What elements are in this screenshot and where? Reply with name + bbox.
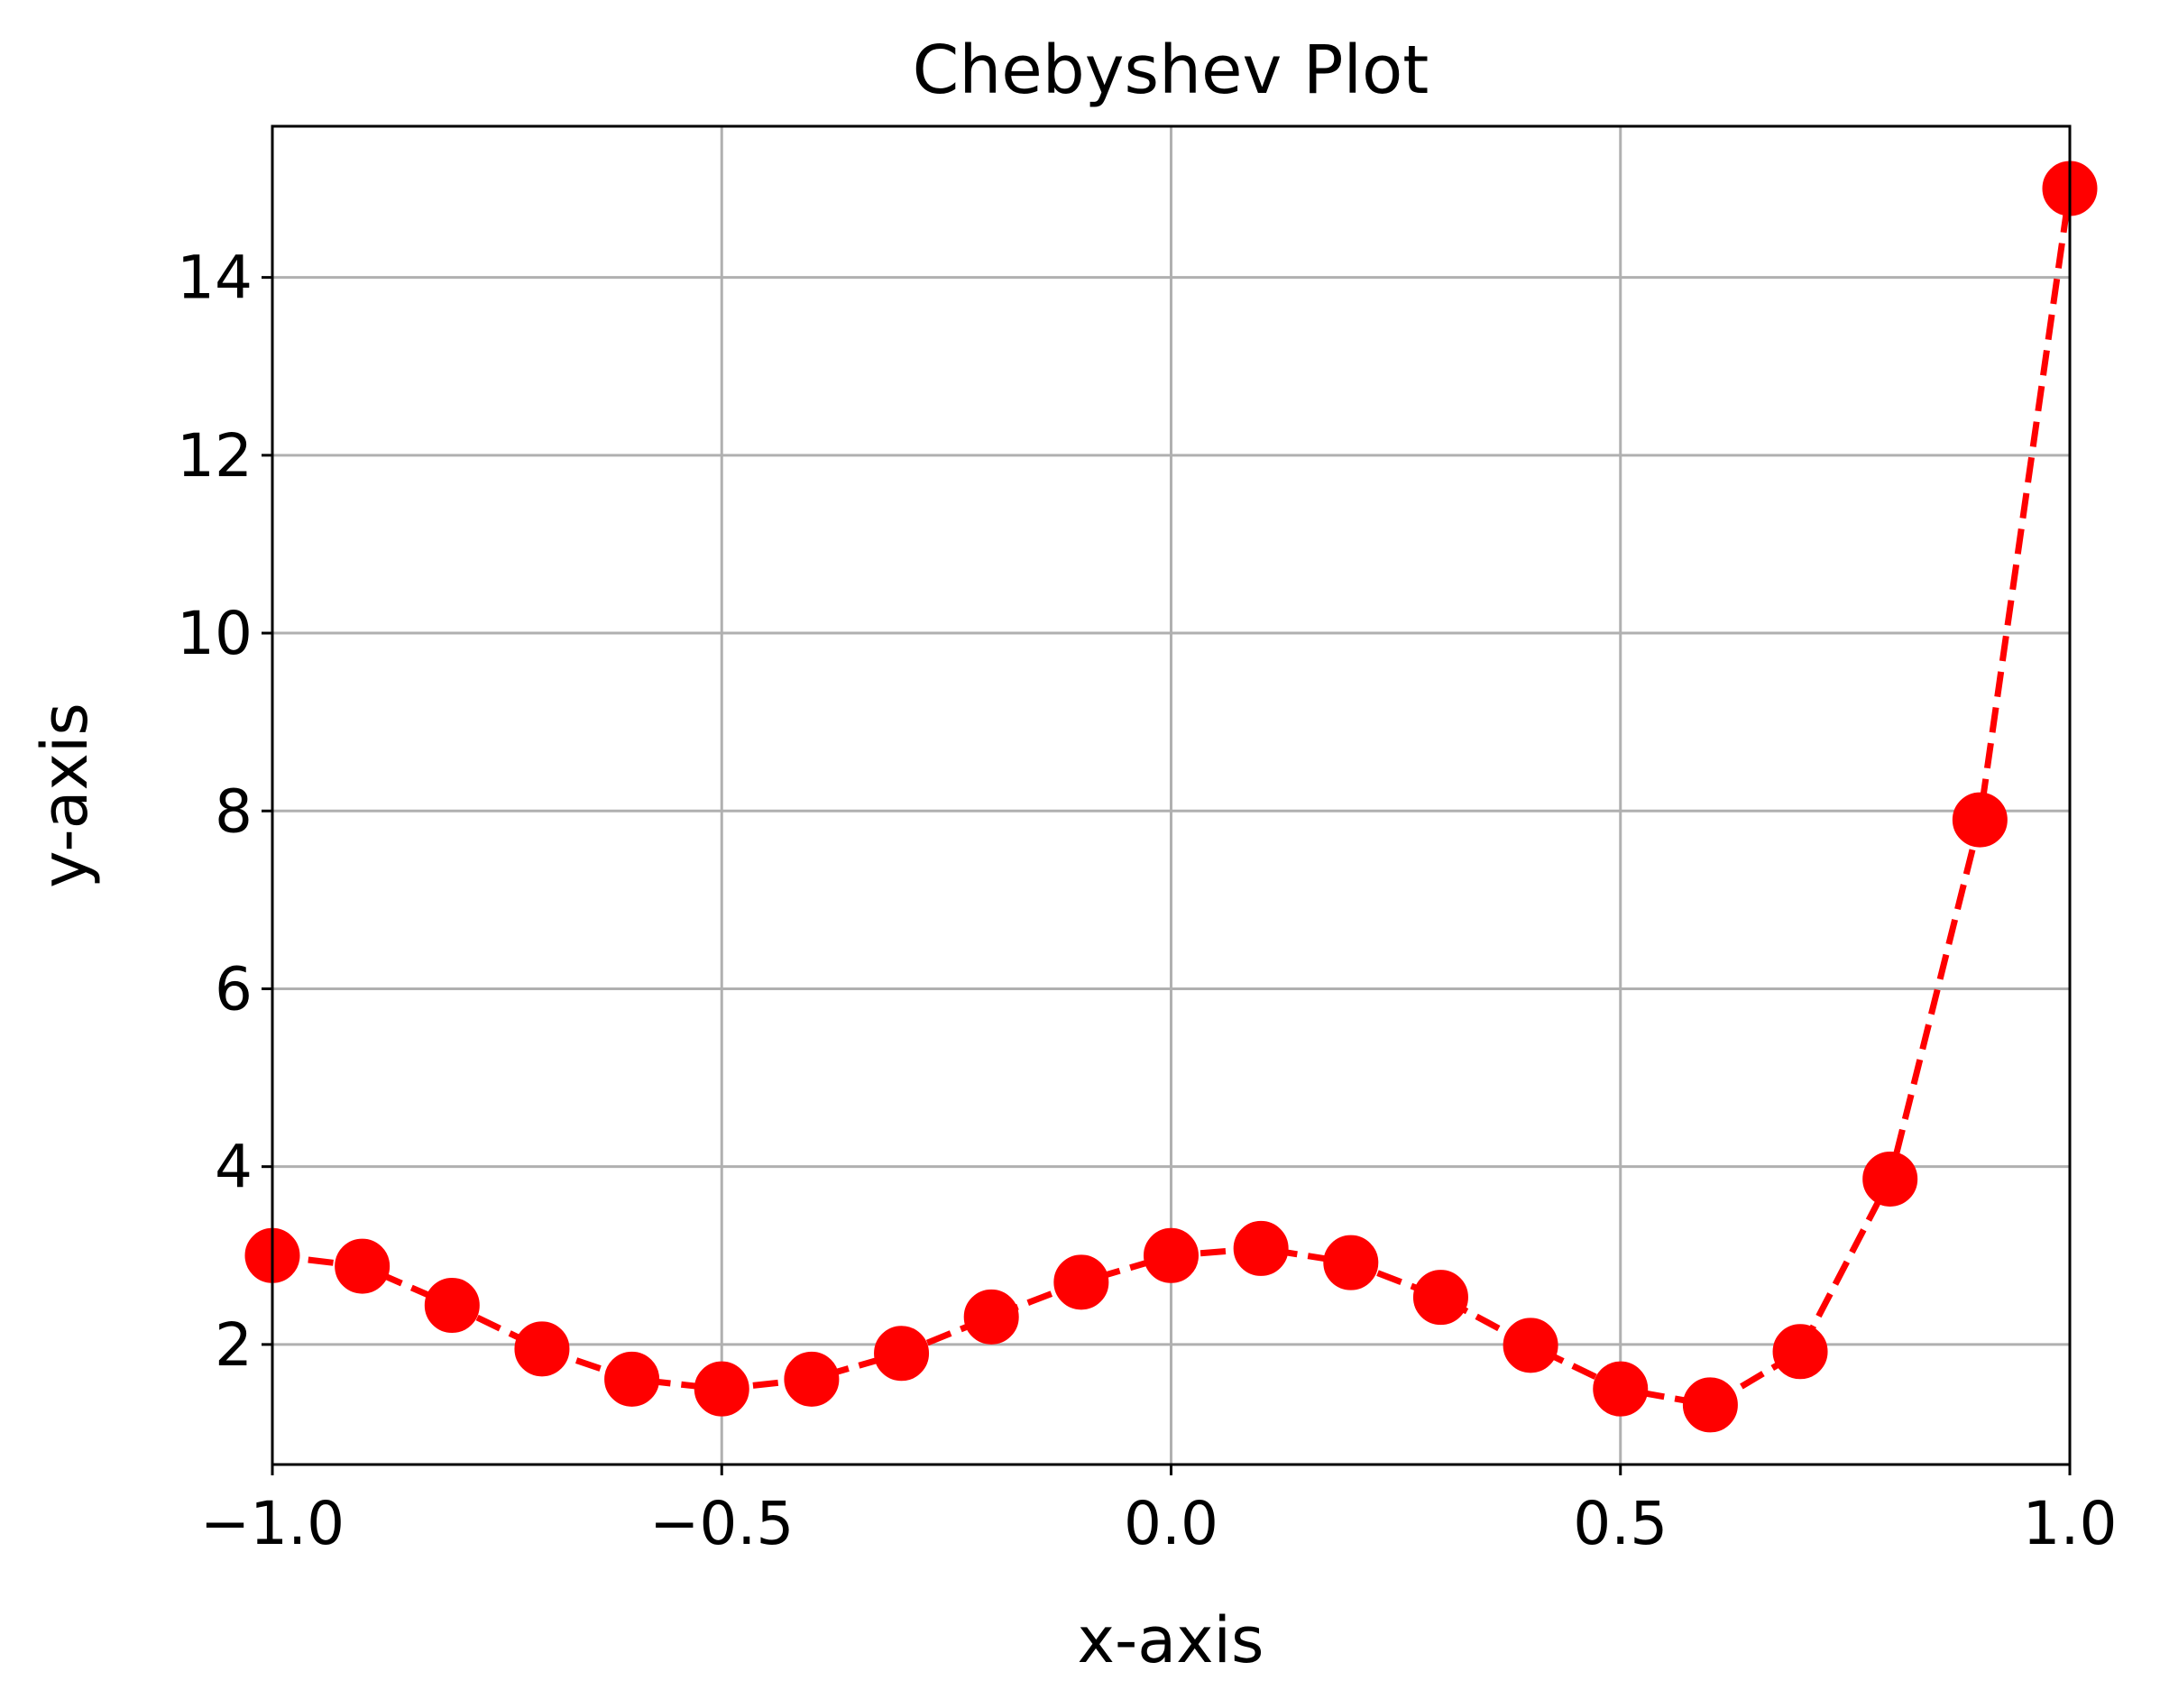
- y-tick-label: 12: [177, 421, 253, 491]
- x-tick-label: 1.0: [2023, 1489, 2118, 1558]
- data-point: [1323, 1235, 1379, 1290]
- data-point: [1952, 792, 2008, 848]
- data-point: [963, 1289, 1019, 1345]
- data-point: [874, 1326, 930, 1382]
- data-point: [784, 1351, 840, 1407]
- y-tick-label: 10: [177, 599, 253, 668]
- y-tick-label: 2: [215, 1310, 253, 1380]
- data-point: [424, 1277, 480, 1333]
- data-point: [1503, 1318, 1558, 1373]
- data-point: [514, 1321, 570, 1377]
- x-tick-label: −0.5: [649, 1489, 794, 1558]
- tick-layer: −1.0 −0.5 0.0 0.5 1.0 2 4 6 8 10 12 14: [177, 243, 2117, 1558]
- x-axis-title: x-axis: [1078, 1603, 1264, 1677]
- data-point: [1053, 1254, 1109, 1310]
- data-point: [604, 1351, 660, 1407]
- chart-title: Chebyshev Plot: [913, 32, 1429, 109]
- data-point: [1233, 1220, 1289, 1276]
- data-point: [335, 1238, 391, 1294]
- data-point: [1862, 1151, 1918, 1207]
- data-point: [1593, 1361, 1649, 1417]
- data-point: [694, 1361, 749, 1417]
- x-tick-label: −1.0: [200, 1489, 345, 1558]
- data-point: [1412, 1270, 1468, 1326]
- data-point: [1144, 1227, 1199, 1283]
- data-point: [1682, 1377, 1738, 1433]
- x-tick-label: 0.0: [1124, 1489, 1218, 1558]
- y-tick-label: 4: [215, 1133, 253, 1202]
- y-tick-label: 6: [215, 954, 253, 1024]
- data-point: [1772, 1324, 1828, 1380]
- y-axis-title: y-axis: [28, 702, 102, 888]
- x-tick-label: 0.5: [1573, 1489, 1668, 1558]
- y-tick-label: 14: [177, 243, 253, 313]
- y-tick-label: 8: [215, 776, 253, 846]
